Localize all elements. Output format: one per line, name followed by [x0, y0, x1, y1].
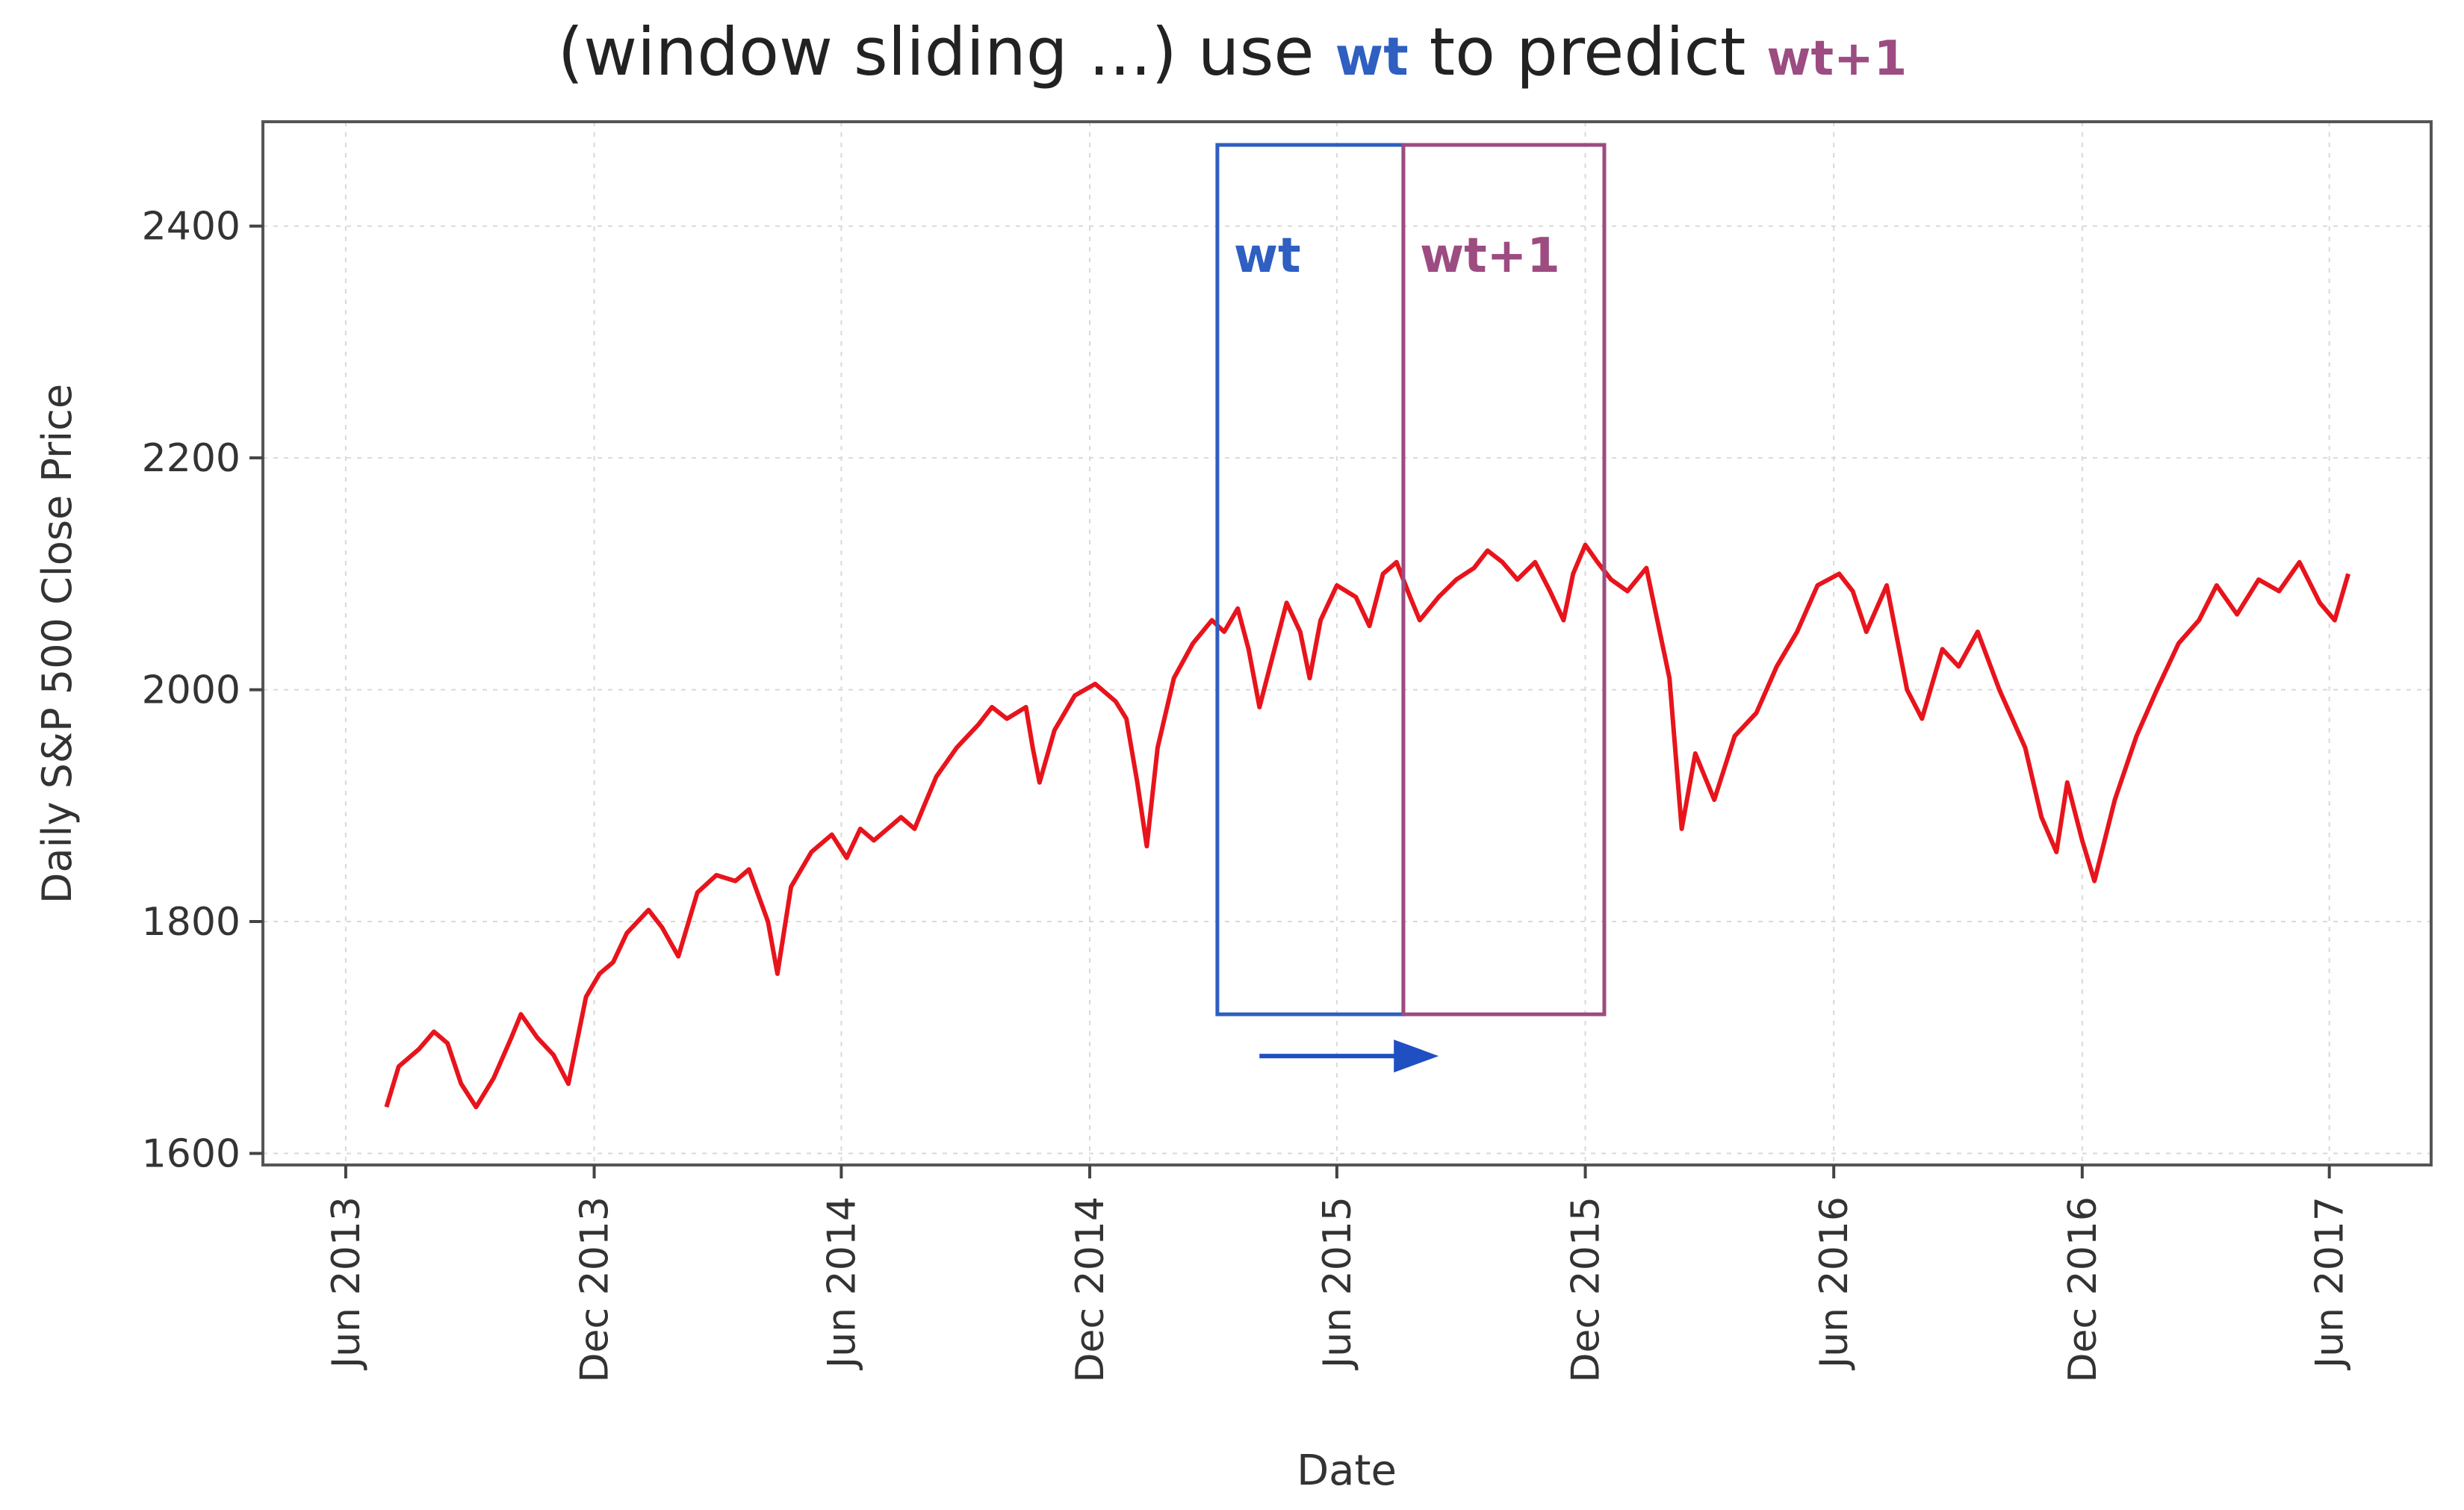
x-tick-label: Jun 2016 — [1812, 1196, 1857, 1370]
x-tick-label: Dec 2014 — [1068, 1196, 1113, 1383]
x-tick-label: Jun 2014 — [819, 1196, 864, 1370]
x-tick-label: Dec 2013 — [573, 1196, 618, 1383]
title-wt1: wt+1 — [1766, 31, 1907, 87]
y-tick-label: 2200 — [142, 436, 240, 481]
x-tick-label: Jun 2015 — [1315, 1196, 1360, 1370]
title-wt: wt — [1335, 26, 1409, 87]
x-axis-ticks: Jun 2013 Dec 2013 Jun 2014 Dec 2014 Jun 2015… — [324, 1165, 2353, 1383]
y-axis-label: Daily S&P 500 Close Price — [34, 384, 81, 904]
series-line — [384, 542, 2350, 1110]
title-middle: to predict — [1430, 13, 1767, 90]
x-tick-label: Dec 2015 — [1564, 1196, 1609, 1383]
window-wt-label: wt — [1234, 229, 1301, 284]
grid-lines — [263, 122, 2431, 1165]
plot-frame — [261, 120, 2433, 1166]
y-axis-ticks: 1600 1800 2000 2200 2400 — [142, 205, 263, 1176]
y-tick-label: 2000 — [142, 668, 240, 713]
chart-title: (window sliding ...) use wt to predict w… — [558, 13, 1908, 90]
x-axis-label: Date — [1297, 1447, 1397, 1495]
x-tick-label: Jun 2017 — [2308, 1196, 2353, 1370]
y-tick-label: 1800 — [142, 900, 240, 945]
slide-arrow-head — [1394, 1040, 1439, 1073]
window-wt1-label: wt+1 — [1420, 229, 1560, 284]
series-layer — [384, 542, 2350, 1110]
y-tick-label: 1600 — [142, 1131, 240, 1176]
y-tick-label: 2400 — [142, 205, 240, 249]
x-tick-label: Dec 2016 — [2061, 1196, 2105, 1383]
window-wt1-box — [1401, 143, 1607, 1016]
title-prefix: (window sliding ...) use — [558, 13, 1335, 90]
window-layer: wt wt+1 — [1215, 143, 1607, 1073]
x-tick-label: Jun 2013 — [324, 1196, 369, 1370]
